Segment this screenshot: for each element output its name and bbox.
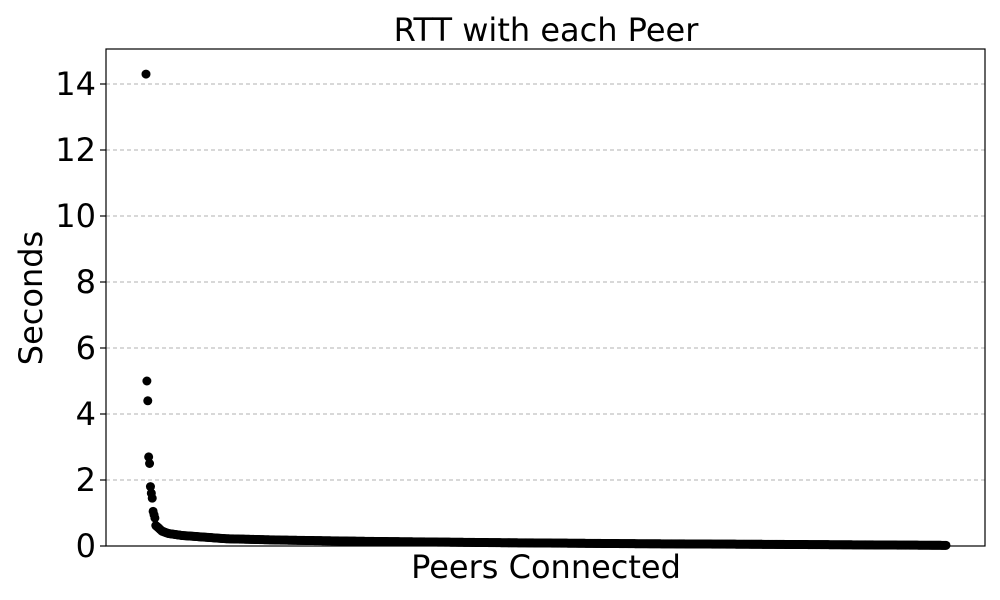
y-tick-label: 4 xyxy=(76,395,96,433)
y-tick-label: 6 xyxy=(76,329,96,367)
chart-title: RTT with each Peer xyxy=(394,11,700,49)
y-tick-label: 12 xyxy=(55,131,96,169)
scatter-point xyxy=(144,452,154,462)
grid-lines xyxy=(106,83,985,481)
scatter-point xyxy=(941,540,951,550)
x-axis-label: Peers Connected xyxy=(411,548,681,586)
scatter-point xyxy=(147,493,157,503)
y-tick-label: 2 xyxy=(76,461,96,499)
y-tick-label: 14 xyxy=(55,65,96,103)
y-tick-label: 8 xyxy=(76,263,96,301)
y-axis-ticks: 0 2 4 6 8 10 12 14 xyxy=(55,65,106,565)
data-points xyxy=(141,69,951,550)
scatter-point xyxy=(143,396,153,406)
y-tick-label: 10 xyxy=(55,197,96,235)
scatter-point xyxy=(145,459,155,468)
scatter-point xyxy=(145,482,155,492)
scatter-point xyxy=(142,376,152,386)
scatter-point xyxy=(150,513,160,523)
y-axis-label: Seconds xyxy=(12,231,50,365)
scatter-point xyxy=(141,69,151,79)
plot-frame xyxy=(105,48,986,547)
y-tick-label: 0 xyxy=(76,527,96,565)
